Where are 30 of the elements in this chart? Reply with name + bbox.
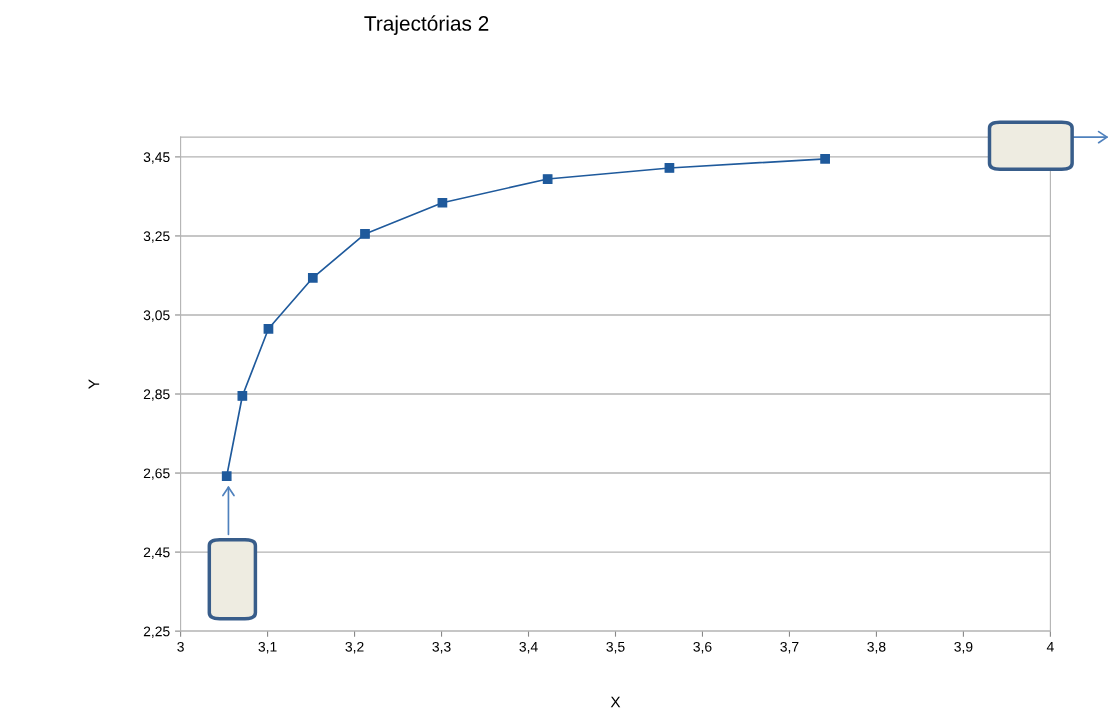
point [820, 154, 830, 164]
y-axis-title: Y [88, 379, 100, 389]
y-tick-label: 2,25 [143, 626, 170, 638]
x-tick-label: 3,1 [258, 641, 277, 654]
x-tick-label: 3,8 [867, 641, 886, 654]
x-axis-title: X [610, 696, 621, 708]
x-tick-label: 3,4 [519, 641, 538, 654]
x-tick-label: 4 [1046, 642, 1054, 652]
point [263, 323, 274, 334]
y-tick-label: 3,25 [143, 231, 170, 243]
point [307, 272, 318, 283]
x-tick-label: 3,3 [432, 641, 451, 654]
chart-title: Trajectórias 2 [364, 15, 489, 35]
point [221, 471, 232, 482]
point [437, 197, 448, 208]
x-tick-label: 3,6 [693, 641, 712, 654]
point [237, 391, 248, 401]
point [542, 174, 553, 184]
y-tick-label: 2,45 [143, 547, 170, 559]
y-tick-label: 3,45 [143, 152, 170, 164]
y-tick-label: 2,65 [143, 468, 170, 480]
x-tick-label: 3,5 [606, 641, 625, 654]
point [664, 163, 675, 173]
y-tick-label: 3,05 [143, 310, 170, 322]
y-tick-label: 2,85 [143, 389, 170, 401]
point [360, 229, 370, 239]
x-tick-label: 3,9 [954, 641, 973, 654]
x-tick-label: 3,7 [780, 641, 799, 654]
x-tick-label: 3,2 [345, 641, 364, 654]
x-tick-label: 3 [177, 641, 184, 652]
